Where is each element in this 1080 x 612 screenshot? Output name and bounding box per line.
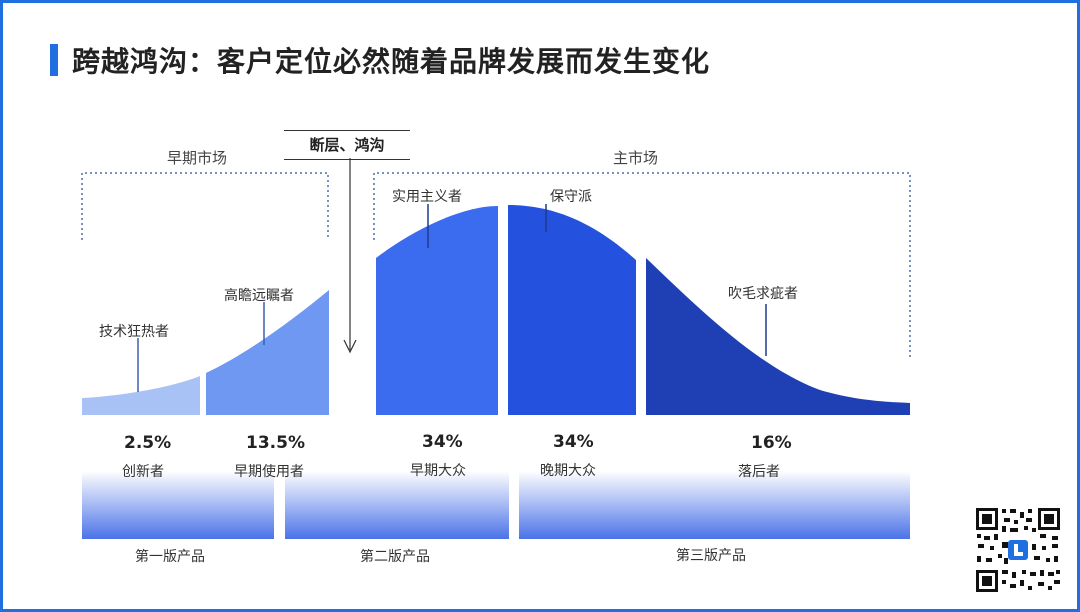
segment-name-0: 技术狂热者 <box>99 324 169 340</box>
segment-percent-2: 34% <box>422 432 463 452</box>
segment-percent-1: 13.5% <box>246 433 305 453</box>
segment-name-3: 保守派 <box>550 189 592 205</box>
version2-shade <box>285 415 509 539</box>
early-market-label: 早期市场 <box>167 149 228 167</box>
segment-percent-4: 16% <box>751 433 792 453</box>
segment-percent-0: 2.5% <box>124 433 172 453</box>
chasm-label: 断层、鸿沟 <box>284 130 410 160</box>
segment-name-1: 高瞻远瞩者 <box>224 288 294 304</box>
innovators-segment <box>82 376 200 415</box>
group-label-4: 落后者 <box>738 464 780 480</box>
late-majority-segment <box>508 205 636 415</box>
version-label-1: 第一版产品 <box>135 549 205 565</box>
version3-shade <box>519 415 910 539</box>
title-accent-bar <box>50 44 58 76</box>
segment-percent-3: 34% <box>553 432 594 452</box>
laggards-segment <box>646 258 910 415</box>
version1-shade <box>82 415 274 539</box>
main-market-label: 主市场 <box>613 149 659 167</box>
group-label-0: 创新者 <box>122 464 164 480</box>
group-label-2: 早期大众 <box>410 463 466 479</box>
group-label-1: 早期使用者 <box>234 464 304 480</box>
early-majority-segment <box>376 206 498 415</box>
qr-code-icon <box>974 506 1062 594</box>
segment-name-2: 实用主义者 <box>392 189 462 205</box>
version-label-3: 第三版产品 <box>676 548 746 564</box>
early-market-bracket <box>81 172 329 240</box>
slide-title: 跨越鸿沟：客户定位必然随着品牌发展而发生变化 <box>72 45 711 78</box>
chasm-arrow-head <box>343 339 357 354</box>
early-adopters-segment <box>206 290 329 415</box>
version-label-2: 第二版产品 <box>360 549 430 565</box>
group-label-3: 晚期大众 <box>540 463 596 479</box>
segment-name-4: 吹毛求疵者 <box>728 286 798 302</box>
main-market-bracket <box>373 172 911 360</box>
